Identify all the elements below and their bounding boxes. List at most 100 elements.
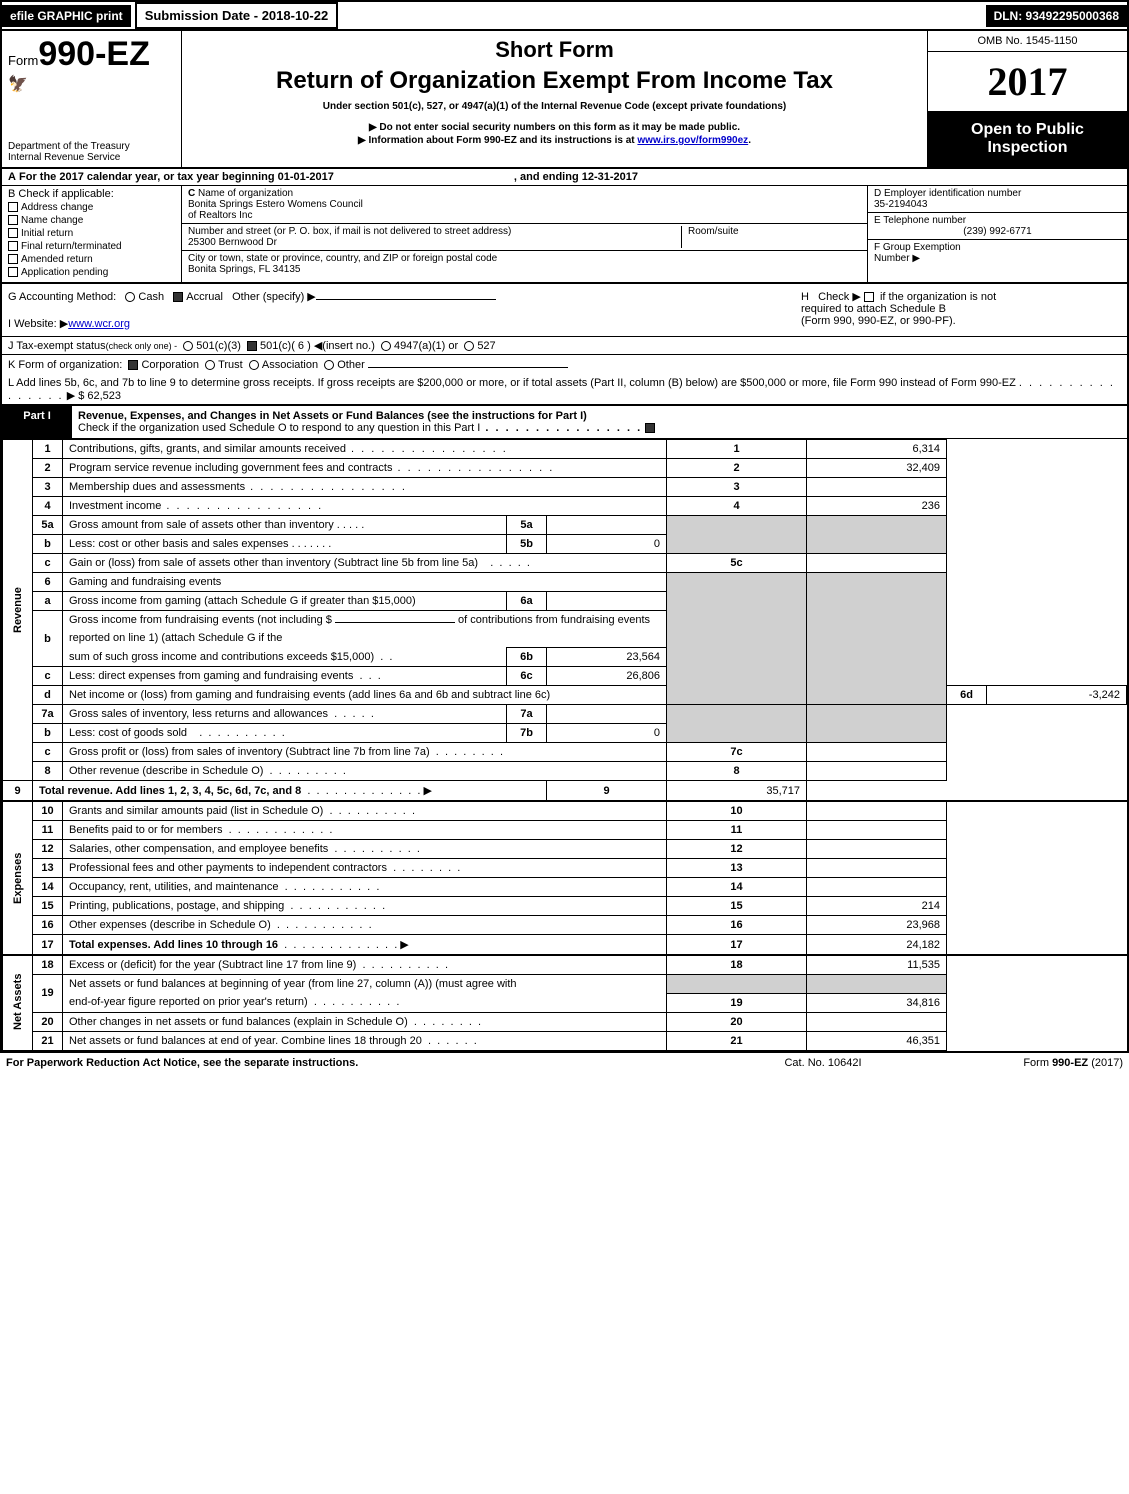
l7ab-shade-amt — [807, 705, 947, 743]
return-title: Return of Organization Exempt From Incom… — [192, 67, 917, 95]
l10-a — [807, 801, 947, 821]
l9-c: 9 — [547, 781, 667, 802]
short-form-title: Short Form — [192, 37, 917, 63]
l17-n: 17 — [33, 935, 63, 956]
l16-c: 16 — [667, 916, 807, 935]
header-left: Form990-EZ 🦅 Department of the Treasury … — [2, 31, 182, 167]
addr-value: 25300 Bernwood Dr — [188, 237, 277, 248]
k-corp: Corporation — [141, 359, 198, 371]
city-label: City or town, state or province, country… — [188, 253, 497, 264]
l15-a: 214 — [807, 897, 947, 916]
l14-c: 14 — [667, 878, 807, 897]
footer-r-form: 990-EZ — [1052, 1057, 1088, 1069]
l5c-t: Gain or (loss) from sale of assets other… — [63, 554, 667, 573]
expenses-vlabel: Expenses — [3, 801, 33, 955]
l7a-sn: 7a — [507, 705, 547, 724]
footer-r-post: (2017) — [1088, 1057, 1123, 1069]
cb-j4[interactable] — [464, 341, 474, 351]
footer-r-pre: Form — [1023, 1057, 1052, 1069]
l19-t2: end-of-year figure reported on prior yea… — [63, 993, 667, 1012]
form-page: efile GRAPHIC print Submission Date - 20… — [0, 0, 1129, 1053]
col-def: D Employer identification number 35-2194… — [867, 186, 1127, 282]
l8-c: 8 — [667, 762, 807, 781]
h-section: H Check ▶ if the organization is not req… — [801, 290, 1121, 330]
cb-h[interactable] — [864, 292, 874, 302]
l5ab-shade-amt — [807, 516, 947, 554]
cb-part1[interactable] — [645, 423, 655, 433]
l5b-sa: 0 — [547, 535, 667, 554]
form-number: Form990-EZ 🦅 — [8, 35, 175, 94]
part1-dots — [480, 422, 642, 434]
cb-j2[interactable] — [247, 341, 257, 351]
opt-name-change: Name change — [21, 215, 83, 226]
l4-a: 236 — [807, 497, 947, 516]
cb-cash[interactable] — [125, 292, 135, 302]
h-check: Check ▶ — [818, 291, 861, 303]
header-middle: Short Form Return of Organization Exempt… — [182, 31, 927, 167]
cb-name-change[interactable]: Name change — [8, 215, 175, 226]
l17-t: Total expenses. Add lines 10 through 16 … — [63, 935, 667, 956]
l7b-sa: 0 — [547, 724, 667, 743]
cb-application-pending[interactable]: Application pending — [8, 267, 175, 278]
cb-k3[interactable] — [249, 360, 259, 370]
label-c: C — [188, 188, 195, 199]
g-accounting: G Accounting Method: Cash Accrual Other … — [8, 290, 801, 330]
cb-accrual[interactable] — [173, 292, 183, 302]
part1-label: Part I — [2, 406, 72, 438]
open-to-public: Open to Public Inspection — [928, 111, 1127, 167]
l15-t: Printing, publications, postage, and shi… — [63, 897, 667, 916]
l2-c: 2 — [667, 459, 807, 478]
dln-label: DLN: 93492295000368 — [986, 5, 1127, 27]
l1-a: 6,314 — [807, 440, 947, 459]
l2-t: Program service revenue including govern… — [63, 459, 667, 478]
l6-n: 6 — [33, 573, 63, 592]
cb-amended-return[interactable]: Amended return — [8, 254, 175, 265]
efile-print-button[interactable]: efile GRAPHIC print — [2, 5, 131, 27]
l5c-n: c — [33, 554, 63, 573]
j-4947: 4947(a)(1) or — [394, 340, 458, 352]
l6b-blank[interactable] — [335, 622, 455, 623]
l7a-n: 7a — [33, 705, 63, 724]
l6d-c: 6d — [947, 686, 987, 705]
l-amount: ▶ $ 62,523 — [67, 390, 121, 402]
g-other-input[interactable] — [316, 299, 496, 300]
h-text4: (Form 990, 990-EZ, or 990-PF). — [801, 315, 956, 327]
i-label: I Website: ▶ — [8, 318, 68, 330]
l5c-a — [807, 554, 947, 573]
cb-k2[interactable] — [205, 360, 215, 370]
l14-n: 14 — [33, 878, 63, 897]
g-other: Other (specify) ▶ — [232, 291, 316, 303]
opt-initial-return: Initial return — [21, 228, 73, 239]
header-right: OMB No. 1545-1150 2017 Open to Public In… — [927, 31, 1127, 167]
col-c: C Name of organization Bonita Springs Es… — [182, 186, 867, 282]
l6d-t: Net income or (loss) from gaming and fun… — [63, 686, 667, 705]
l7b-n: b — [33, 724, 63, 743]
cb-address-change[interactable]: Address change — [8, 202, 175, 213]
check-if-applicable: Check if applicable: — [18, 188, 113, 200]
cb-j3[interactable] — [381, 341, 391, 351]
cb-final-return[interactable]: Final return/terminated — [8, 241, 175, 252]
cb-j1[interactable] — [183, 341, 193, 351]
website-link[interactable]: www.wcr.org — [68, 318, 130, 330]
cb-initial-return[interactable]: Initial return — [8, 228, 175, 239]
part1-sub: Check if the organization used Schedule … — [78, 422, 480, 434]
l2-a: 32,409 — [807, 459, 947, 478]
cb-k1[interactable] — [128, 360, 138, 370]
l10-n: 10 — [33, 801, 63, 821]
opt-amended-return: Amended return — [21, 254, 93, 265]
l7c-c: 7c — [667, 743, 807, 762]
cb-k4[interactable] — [324, 360, 334, 370]
l12-c: 12 — [667, 840, 807, 859]
l6a-sa — [547, 592, 667, 611]
k-other-input[interactable] — [368, 367, 568, 368]
l6d-n: d — [33, 686, 63, 705]
irs-link[interactable]: www.irs.gov/form990ez — [637, 135, 748, 146]
l12-t: Salaries, other compensation, and employ… — [63, 840, 667, 859]
l16-a: 23,968 — [807, 916, 947, 935]
l6b-sa: 23,564 — [547, 648, 667, 667]
l1-c: 1 — [667, 440, 807, 459]
footer-cat: Cat. No. 10642I — [723, 1057, 923, 1069]
bullet-info: ▶ Information about Form 990-EZ and its … — [192, 135, 917, 146]
l6-shade-amt — [807, 573, 947, 705]
l6c-n: c — [33, 667, 63, 686]
